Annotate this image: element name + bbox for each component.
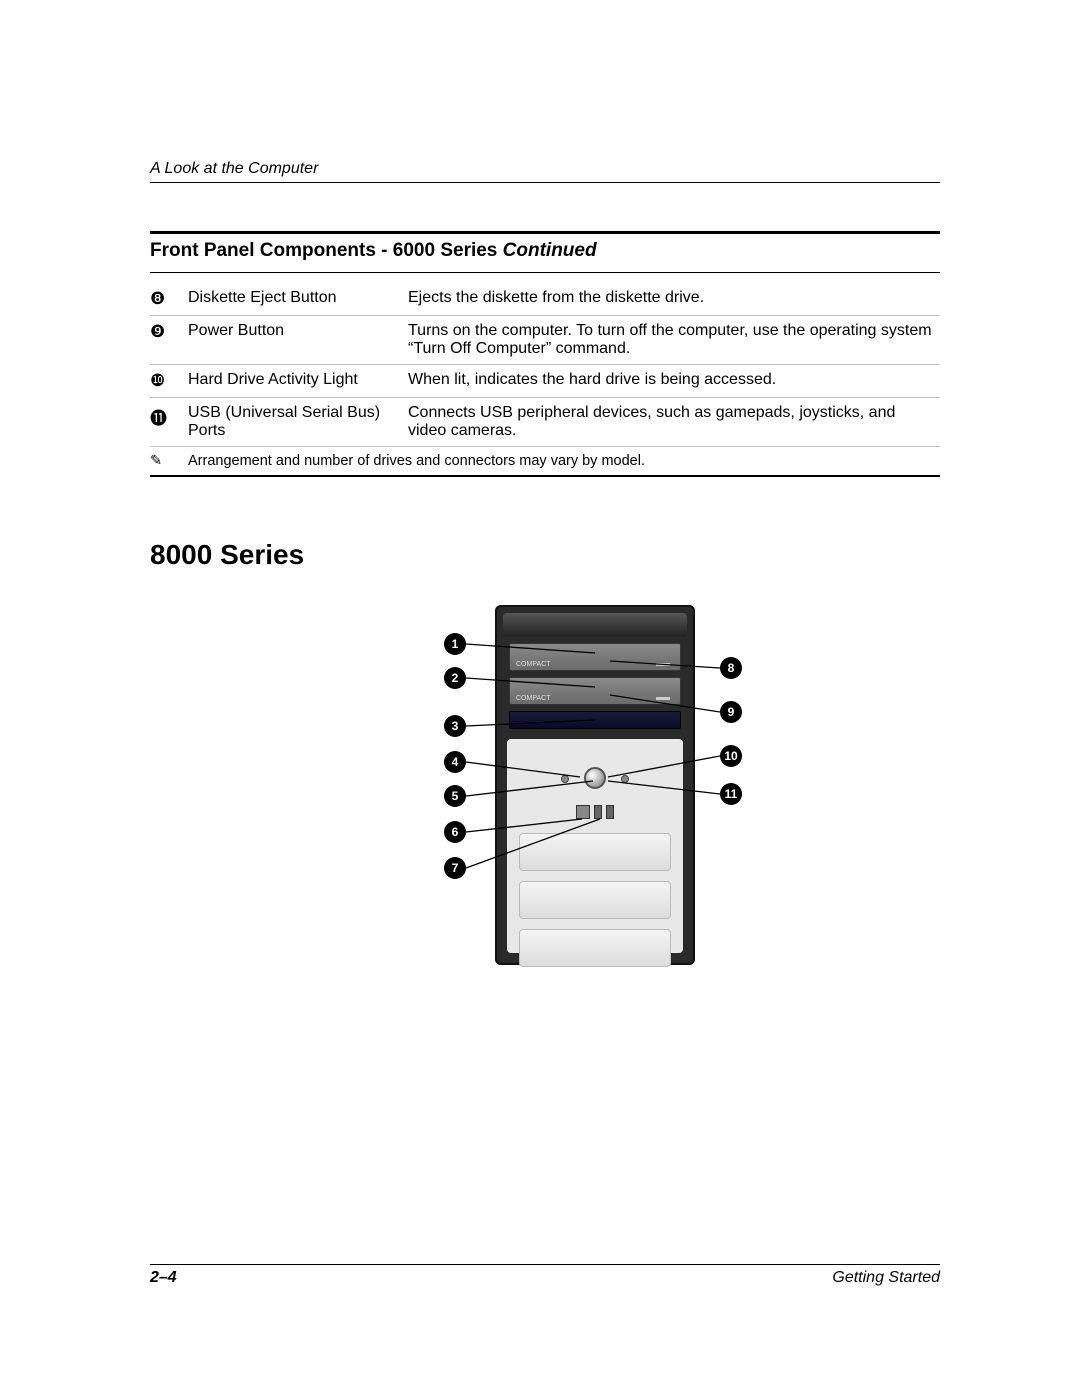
- page-footer: 2–4 Getting Started: [150, 1264, 940, 1287]
- table-row: ❾Power ButtonTurns on the computer. To t…: [150, 316, 940, 365]
- callout-bubble: 1: [444, 633, 466, 655]
- table-row: ❽Diskette Eject ButtonEjects the diskett…: [150, 283, 940, 316]
- table-title-text: Front Panel Components - 6000 Series: [150, 240, 503, 261]
- callout-bubble: 3: [444, 715, 466, 737]
- table-rule-heavy: [150, 231, 940, 234]
- component-name: Diskette Eject Button: [188, 283, 408, 316]
- component-description: Ejects the diskette from the diskette dr…: [408, 283, 940, 316]
- callout-bubble: 9: [720, 701, 742, 723]
- table-note-text: Arrangement and number of drives and con…: [188, 447, 940, 477]
- table-row: ⓫USB (Universal Serial Bus) PortsConnect…: [150, 398, 940, 447]
- table-title-continued: Continued: [503, 240, 597, 261]
- row-number: ❿: [150, 365, 188, 398]
- component-name: Power Button: [188, 316, 408, 365]
- manual-page: A Look at the Computer Front Panel Compo…: [0, 0, 1080, 1397]
- component-description: Turns on the computer. To turn off the c…: [408, 316, 940, 365]
- diagram-8000-series: COMPACT COMPACT: [150, 605, 940, 985]
- component-name: USB (Universal Serial Bus) Ports: [188, 398, 408, 447]
- callout-bubble: 6: [444, 821, 466, 843]
- header-rule: [150, 182, 940, 183]
- table-title: Front Panel Components - 6000 Series Con…: [150, 240, 940, 262]
- component-description: When lit, indicates the hard drive is be…: [408, 365, 940, 398]
- component-name: Hard Drive Activity Light: [188, 365, 408, 398]
- callout-bubble: 2: [444, 667, 466, 689]
- row-number: ⓫: [150, 398, 188, 447]
- row-number: ❽: [150, 283, 188, 316]
- page-number: 2–4: [150, 1269, 177, 1287]
- footer-rule: [150, 1264, 940, 1265]
- components-table: ❽Diskette Eject ButtonEjects the diskett…: [150, 283, 940, 477]
- callout-lines: [150, 605, 940, 985]
- section-heading-8000: 8000 Series: [150, 539, 940, 571]
- callout-bubble: 7: [444, 857, 466, 879]
- callout-bubble: 5: [444, 785, 466, 807]
- chapter-header: A Look at the Computer: [150, 160, 940, 178]
- table-rule-light: [150, 272, 940, 273]
- table-note-row: ✎Arrangement and number of drives and co…: [150, 447, 940, 477]
- table-row: ❿Hard Drive Activity LightWhen lit, indi…: [150, 365, 940, 398]
- row-number: ❾: [150, 316, 188, 365]
- callout-bubble: 11: [720, 783, 742, 805]
- note-icon: ✎: [150, 447, 188, 477]
- doc-section-label: Getting Started: [832, 1269, 940, 1287]
- callout-bubble: 4: [444, 751, 466, 773]
- callout-bubble: 10: [720, 745, 742, 767]
- callout-bubble: 8: [720, 657, 742, 679]
- component-description: Connects USB peripheral devices, such as…: [408, 398, 940, 447]
